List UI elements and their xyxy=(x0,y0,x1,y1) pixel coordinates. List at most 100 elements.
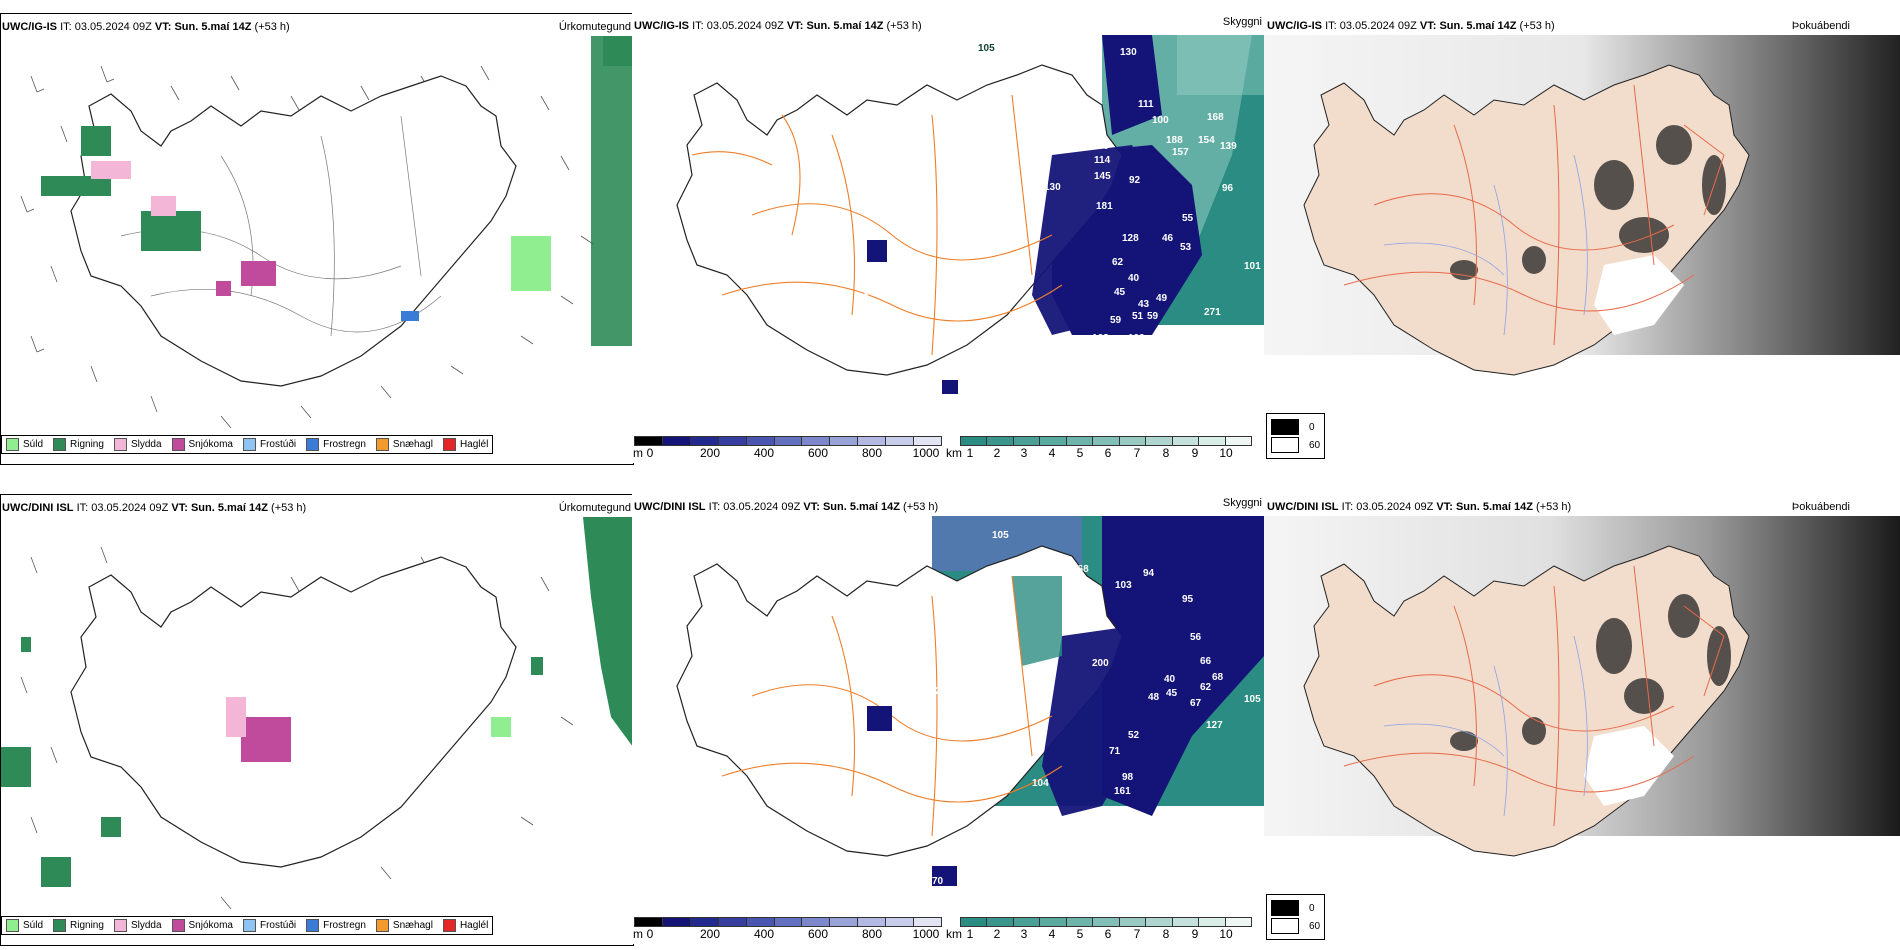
visibility-label: 157 xyxy=(1172,147,1189,158)
visibility-label: 114 xyxy=(1094,155,1111,166)
cbar-unit: m xyxy=(633,927,643,941)
legend-item: Frostúði xyxy=(242,438,296,451)
visibility-label: 98 xyxy=(1122,772,1134,783)
visibility-label: 101 xyxy=(1244,261,1261,272)
panel-title: UWC/DINI ISL IT: 03.05.2024 09Z VT: Sun.… xyxy=(1267,501,1572,513)
cbar-tick: 9 xyxy=(1191,446,1199,460)
visibility-label: 55 xyxy=(1182,213,1194,224)
panel-title: UWC/DINI ISL IT: 03.05.2024 09Z VT: Sun.… xyxy=(2,502,307,514)
init-time: 03.05.2024 09Z xyxy=(91,502,169,514)
legend-item: 60 xyxy=(1271,918,1320,934)
visibility-label: 59 xyxy=(1147,311,1159,322)
visibility-label: 127 xyxy=(1206,720,1223,731)
cbar-tick: 5 xyxy=(1076,927,1084,941)
precip-patches xyxy=(1,637,543,887)
legend-item: Haglél xyxy=(442,919,488,932)
visibility-label: 48 xyxy=(1148,692,1160,703)
visibility-label: 168 xyxy=(1207,112,1224,123)
legend-item: Slydda xyxy=(113,919,162,932)
legend-item: Súld xyxy=(6,919,43,932)
cbar-tick: 0 xyxy=(646,927,654,941)
visibility-label: 40 xyxy=(1164,674,1176,685)
visibility-label: 43 xyxy=(1138,299,1150,310)
panel-title: UWC/IG-IS IT: 03.05.2024 09Z VT: Sun. 5.… xyxy=(1267,20,1555,32)
iceland-coastline xyxy=(70,75,517,387)
visibility-label: 62 xyxy=(1200,682,1212,693)
visibility-label: 252 xyxy=(924,686,941,697)
visibility-label: 200 xyxy=(1092,658,1109,669)
legend-item: Snjókoma xyxy=(171,919,233,932)
fog-panel-row2: UWC/DINI ISL IT: 03.05.2024 09Z VT: Sun.… xyxy=(1264,494,1900,944)
panel-type-label: Þokuábendi xyxy=(1791,501,1850,513)
visibility-label: 61 xyxy=(930,397,942,408)
visibility-label: 100 xyxy=(1152,115,1169,126)
visibility-label: 111 xyxy=(1138,99,1154,110)
precip-patches xyxy=(41,126,551,321)
panel-type-label: Þokuábendi xyxy=(1791,20,1850,32)
legend-item: Haglél xyxy=(442,438,488,451)
visibility-map: 130 105 111 100 168 154 139 100 114 188 … xyxy=(641,35,1264,410)
visibility-label: 32 xyxy=(877,670,889,681)
cbar-tick: 800 xyxy=(861,927,883,941)
visibility-colorbar: km 1 2 3 4 5 6 7 8 9 10 xyxy=(946,917,1252,941)
cbar-tick: 200 xyxy=(699,446,721,460)
visibility-panel-row1: UWC/IG-IS IT: 03.05.2024 09Z VT: Sun. 5.… xyxy=(632,13,1264,463)
visibility-label: 139 xyxy=(1220,141,1237,152)
panel-title: UWC/IG-IS IT: 03.05.2024 09Z VT: Sun. 5.… xyxy=(2,21,290,33)
valid-time: Sun. 5.maí 14Z xyxy=(190,502,268,514)
cbar-tick: 9 xyxy=(1191,927,1199,941)
visibility-label: 161 xyxy=(1114,786,1131,797)
visibility-label: 59 xyxy=(1110,315,1122,326)
legend-item: Snæhagl xyxy=(375,919,433,932)
cbar-tick: 10 xyxy=(1219,927,1233,941)
cbar-tick: 8 xyxy=(1162,927,1170,941)
visibility-panel-row2: UWC/DINI ISL IT: 03.05.2024 09Z VT: Sun.… xyxy=(632,494,1264,944)
fog-panel-row1: UWC/IG-IS IT: 03.05.2024 09Z VT: Sun. 5.… xyxy=(1264,13,1900,463)
visibility-label: 53 xyxy=(1180,242,1192,253)
cbar-unit: km xyxy=(946,927,962,941)
visibility-label: 96 xyxy=(1222,183,1234,194)
fog-legend: 0 60 xyxy=(1266,413,1326,459)
legend-item: Slydda xyxy=(113,438,162,451)
cbar-tick: 7 xyxy=(1133,927,1141,941)
visibility-value-labels: 130 105 111 100 168 154 139 100 114 188 … xyxy=(641,43,1261,410)
fog-map xyxy=(1264,516,1900,857)
visibility-label: 95 xyxy=(1182,594,1194,605)
visibility-label: 154 xyxy=(1198,135,1215,146)
legend-item: Rigning xyxy=(53,919,104,932)
visibility-label: 71 xyxy=(1109,746,1121,757)
visibility-label: 51 xyxy=(1132,311,1144,322)
visibility-label: 104 xyxy=(1032,778,1049,789)
cbar-tick: 600 xyxy=(807,446,829,460)
lead-time: (+53 h) xyxy=(271,502,307,514)
visibility-label: 61 xyxy=(1088,604,1100,615)
visibility-label: 82 xyxy=(944,670,956,681)
visibility-label: 62 xyxy=(1092,618,1104,629)
visibility-value-labels: 105 768 94 103 95 61 62 56 66 200 68 40 … xyxy=(877,530,1261,887)
visibility-label: 46 xyxy=(1162,233,1174,244)
cbar-tick: 6 xyxy=(1104,446,1112,460)
visibility-label: 79 xyxy=(912,876,924,887)
legend-item: Frostúði xyxy=(242,919,296,932)
visibility-label: 89 xyxy=(898,664,910,675)
visibility-label: 130 xyxy=(710,134,727,145)
cbar-tick: 0 xyxy=(646,446,654,460)
visibility-label: 92 xyxy=(1129,175,1141,186)
visibility-label: 168 xyxy=(1092,333,1109,344)
iceland-coastline xyxy=(676,545,1123,857)
visibility-label: 105 xyxy=(896,259,913,270)
cbar-tick: 800 xyxy=(861,446,883,460)
panel-title: UWC/IG-IS IT: 03.05.2024 09Z VT: Sun. 5.… xyxy=(634,20,922,32)
legend-item: 0 xyxy=(1271,900,1320,916)
panel-type-label: Úrkomutegund xyxy=(558,21,631,33)
ceiling-colorbar: m 0 200 400 600 800 1000 xyxy=(633,436,942,460)
legend-item: Snæhagl xyxy=(375,438,433,451)
visibility-label: 94 xyxy=(1143,568,1155,579)
visibility-label: 81 xyxy=(864,287,876,298)
model-name: UWC/IG-IS xyxy=(634,20,689,32)
visibility-label: 45 xyxy=(1166,688,1178,699)
cbar-tick: 6 xyxy=(1104,927,1112,941)
fog-legend: 0 60 xyxy=(1266,894,1326,940)
visibility-label: 109 xyxy=(1128,333,1145,344)
cbar-tick: 1 xyxy=(966,927,974,941)
